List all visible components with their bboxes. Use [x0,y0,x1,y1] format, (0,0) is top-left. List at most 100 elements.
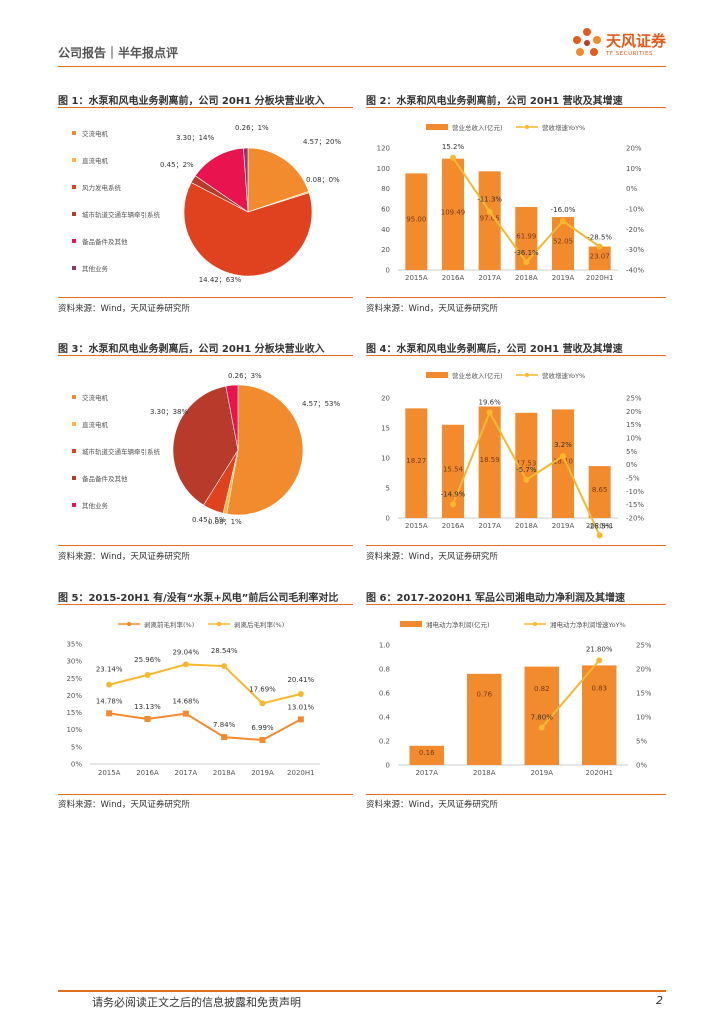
growth-label-5: -28.5% [587,234,612,242]
growth-point-2 [486,409,493,416]
figure-6-title: 图 6：2017-2020H1 军品公司湘电动力净利润及其增速 [366,593,626,604]
bar-value-label-3: 17.53 [516,459,536,467]
legend-bar-label: 营业总收入(亿元) [452,371,503,380]
legend-line-label: 营收增速YoY% [542,123,585,132]
growth-label-2: 19.6% [479,398,502,406]
y2-tick-label-6: 10% [626,435,642,443]
pie-slice-0 [226,384,304,516]
bar-2 [478,406,501,518]
bar-value-label-1: 0.76 [476,691,492,699]
y-tick-label-3: 15% [66,709,82,717]
legend-swatch-3 [72,476,76,480]
legend-line-marker [533,622,537,626]
y-tick-label-4: 20 [381,395,390,403]
pie-label-0: 4.57；20% [303,138,341,146]
legend-line-marker [525,373,529,377]
growth-point-5 [596,532,603,539]
logo-icon [573,28,601,56]
pie-slice-3 [172,385,239,506]
legend-swatch-2 [72,185,76,189]
y2-tick-label-9: 25% [626,395,642,403]
legend-line-label-1: 剥离后毛利率(%) [234,620,284,629]
growth-label-2: -11.3% [477,196,502,204]
y-tick-label-1: 5% [71,743,82,751]
y2-tick-label-1: -15% [626,501,644,509]
legend-label-3: 备品备件及其他 [82,474,128,483]
y-tick-label-0: 0 [386,267,390,275]
bar-0 [409,745,444,765]
x-tick-label-0: 2015A [405,522,428,530]
pie-label-2: 14.42；63% [199,276,242,284]
pie-label-3: 0.45；2% [160,161,194,169]
figure-4-source: 资料来源：Wind，天风证券研究所 [366,552,498,562]
growth-label-1: 15.2% [442,143,465,151]
y-tick-label-0: 0 [386,515,390,523]
pie-slice-4 [225,384,239,451]
x-tick-label-2: 2017A [175,769,198,777]
growth-point-3 [523,476,530,483]
series-1-point-3 [221,663,228,670]
y2-tick-label-6: 20% [626,145,642,153]
y2-tick-label-3: -5% [626,475,640,483]
pie-slice-2 [183,182,313,277]
pie-label-5: 0.26；1% [235,124,269,132]
y2-tick-label-3: -10% [626,206,644,214]
series-1-label-3: 28.54% [211,647,238,655]
y2-tick-label-0: -40% [626,267,644,275]
y-tick-label-3: 15 [381,425,390,433]
x-tick-label-2: 2017A [478,274,501,282]
legend-bar-swatch [426,372,448,378]
growth-label-2: 7.80% [531,714,554,722]
y2-tick-label-4: 0% [626,461,637,469]
figure-5-line-chart: 剥离前毛利率(%) 剥离后毛利率(%) 0% 5% 10% 15% 20% 25% 30% 35%… [66,620,320,777]
legend-line-marker [525,125,529,129]
legend-line-marker-1 [216,621,222,627]
header-rule [58,66,666,67]
y-tick-label-4: 20% [66,692,82,700]
series-1-label-0: 23.14% [96,666,123,674]
legend-swatch-1 [72,422,76,426]
bar-3 [515,412,538,518]
bar-5 [588,466,611,518]
y-tick-label-5: 1.0 [379,642,390,650]
y-tick-label-1: 5 [386,485,390,493]
bar-2 [524,666,559,765]
growth-point-2 [486,208,493,215]
logo-name: 天风证券 [606,32,667,50]
figure-1-source: 资料来源：Wind，天风证券研究所 [58,304,190,314]
series-0-point-1 [144,715,151,722]
figure-1-bottom-rule [58,297,353,298]
pie-slice-0 [247,147,309,213]
growth-label-4: -16.0% [551,206,576,214]
series-1-label-1: 25.96% [134,656,161,664]
growth-point-4 [560,218,566,225]
legend-label-0: 交流电机 [82,393,109,402]
growth-point-1 [450,154,456,161]
series-1-point-0 [106,681,113,688]
figure-3-source: 资料来源：Wind，天风证券研究所 [58,552,190,562]
figure-5-title: 图 5：2015-20H1 有/没有“水泵+风电”前后公司毛利率对比 [58,593,339,604]
growth-label-3: 21.80% [586,645,613,653]
legend-label-2: 城市轨道交通车辆牵引系统 [82,447,161,456]
figure-3-bottom-rule [58,545,353,546]
pie-label-3: 3.30；38% [150,408,188,416]
y-tick-label-2: 0.4 [379,714,391,722]
y-tick-label-1: 0.2 [379,738,390,746]
footer-rule [58,990,666,992]
series-0-point-5 [297,716,304,723]
legend-swatch-4 [72,239,76,243]
bar-5 [588,246,611,270]
figure-6-source: 资料来源：Wind，天风证券研究所 [366,800,498,810]
growth-point-3 [523,259,530,266]
bar-value-label-1: 109.49 [441,208,466,216]
x-tick-label-3: 2018A [515,522,538,530]
y2-tick-label-5: 5% [626,448,637,456]
growth-label-3: -36.1% [514,249,539,257]
series-1-point-2 [182,661,189,668]
y2-tick-label-0: 0% [636,762,647,770]
figure-3-top-rule [58,355,353,356]
bar-value-label-5: 8.65 [592,486,608,494]
legend-swatch-3 [72,212,76,216]
legend-line-marker-0 [126,621,132,627]
